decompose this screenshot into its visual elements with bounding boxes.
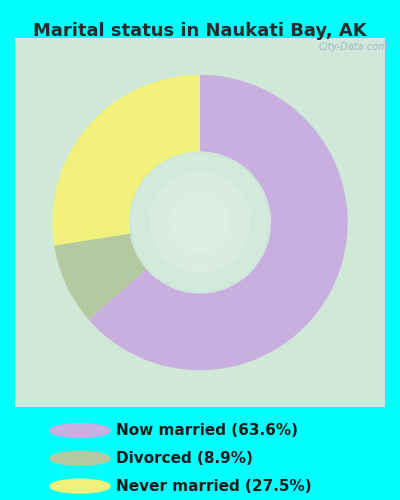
Text: City-Data.com: City-Data.com [318,42,388,52]
Wedge shape [54,234,146,320]
Circle shape [50,452,110,466]
Circle shape [172,194,228,251]
FancyBboxPatch shape [15,38,385,407]
Circle shape [50,479,110,493]
Wedge shape [52,75,200,245]
Circle shape [50,424,110,438]
Text: Divorced (8.9%): Divorced (8.9%) [116,451,253,466]
Circle shape [126,148,274,296]
Circle shape [150,173,250,272]
Text: Now married (63.6%): Now married (63.6%) [116,423,298,438]
Wedge shape [89,75,348,370]
Text: Never married (27.5%): Never married (27.5%) [116,478,312,494]
Circle shape [133,155,267,290]
Text: Marital status in Naukati Bay, AK: Marital status in Naukati Bay, AK [33,22,367,40]
Circle shape [129,152,271,294]
